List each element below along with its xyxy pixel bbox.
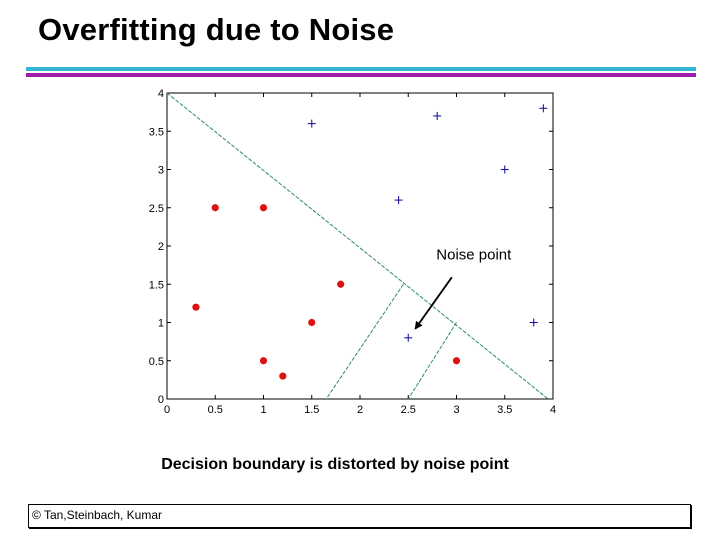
x-tick-label: 1.5 bbox=[304, 404, 319, 416]
circle-point bbox=[308, 318, 316, 327]
footer-box: © Tan,Steinbach, Kumar bbox=[28, 504, 691, 528]
x-tick-label: 0 bbox=[164, 404, 170, 416]
footer-copyright: © Tan,Steinbach, Kumar bbox=[32, 508, 163, 522]
slide-caption: Decision boundary is distorted by noise … bbox=[161, 456, 509, 473]
x-tick-label: 0.5 bbox=[208, 404, 223, 416]
plus-point bbox=[394, 196, 403, 205]
circle-point bbox=[279, 372, 287, 380]
noise-point-arrow bbox=[414, 276, 453, 330]
title-rule-purple bbox=[26, 73, 696, 77]
x-tick-label: 3.5 bbox=[497, 404, 512, 416]
x-tick-label: 2.5 bbox=[401, 404, 416, 416]
circle-point bbox=[259, 204, 268, 212]
y-tick-label: 0.5 bbox=[149, 356, 164, 368]
y-tick-label: 1.5 bbox=[149, 279, 164, 291]
plus-point bbox=[500, 165, 509, 174]
y-tick-label: 2.5 bbox=[149, 203, 164, 215]
circle-point bbox=[259, 357, 268, 365]
plus-point bbox=[529, 318, 538, 327]
x-tick-label: 4 bbox=[550, 404, 556, 416]
plus-point bbox=[433, 111, 442, 120]
x-tick-label: 1 bbox=[260, 404, 266, 416]
plus-point bbox=[539, 104, 548, 113]
circle-point bbox=[192, 303, 200, 311]
y-tick-label: 2 bbox=[158, 241, 164, 253]
decision-boundary-line bbox=[325, 283, 404, 400]
circle-point bbox=[337, 280, 345, 288]
title-rule-cyan bbox=[26, 67, 696, 71]
x-tick-label: 3 bbox=[453, 404, 459, 416]
circle-point bbox=[211, 204, 219, 212]
noise-point-label: Noise point bbox=[436, 246, 512, 263]
decision-boundary-line bbox=[407, 322, 457, 400]
y-tick-label: 1 bbox=[158, 318, 164, 330]
plus-point bbox=[404, 333, 413, 342]
decision-boundary-line bbox=[166, 92, 549, 400]
y-tick-label: 3 bbox=[158, 165, 164, 177]
x-tick-label: 2 bbox=[357, 404, 363, 416]
y-tick-label: 0 bbox=[158, 394, 164, 406]
circle-point bbox=[452, 357, 461, 365]
y-tick-label: 3.5 bbox=[149, 126, 164, 138]
slide-title: Overfitting due to Noise bbox=[38, 12, 395, 47]
y-tick-label: 4 bbox=[158, 88, 164, 100]
plus-point bbox=[307, 119, 316, 128]
